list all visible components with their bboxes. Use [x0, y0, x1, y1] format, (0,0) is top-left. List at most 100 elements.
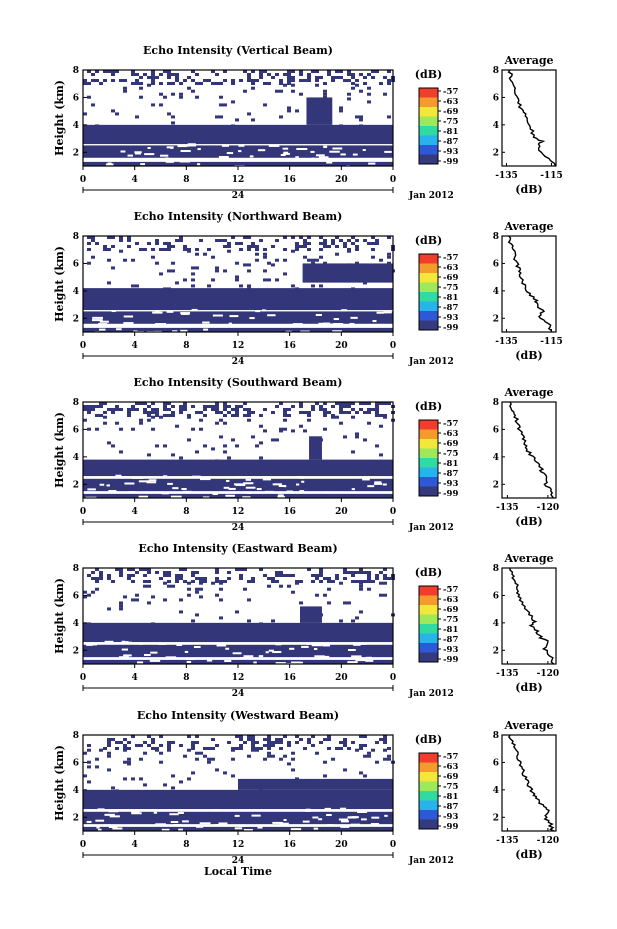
echo-cell: [315, 593, 319, 597]
profile-y-tick-label: 8: [493, 564, 499, 574]
echo-cell: [139, 418, 143, 422]
echo-cell: [331, 405, 335, 408]
echo-cell: [119, 408, 123, 411]
echo-cell: [323, 89, 327, 93]
echo-cell: [151, 411, 155, 414]
echo-cell: [191, 571, 195, 574]
echo-cell: [271, 741, 275, 744]
y-axis-label: Height (km): [53, 578, 66, 654]
x-tick-label: 16: [283, 341, 296, 351]
echo-cell: [143, 408, 147, 411]
heatmap-cells: [83, 735, 395, 832]
y-tick-label: 2: [73, 148, 79, 158]
echo-cell: [195, 450, 199, 454]
echo-cell: [135, 79, 139, 82]
echo-cell: [371, 580, 375, 583]
echo-cell: [299, 738, 303, 741]
y-tick-label: 6: [73, 758, 79, 768]
colorbar-tick-label: -63: [443, 595, 458, 605]
colorbar-tick-label: -75: [443, 782, 458, 792]
echo-cell: [139, 86, 143, 90]
echo-cell: [187, 748, 191, 752]
echo-cell: [147, 418, 151, 422]
echo-cell: [171, 414, 175, 417]
echo-gap: [121, 640, 126, 643]
echo-gap: [340, 807, 347, 810]
echo-cell: [279, 574, 283, 577]
echo-gap: [134, 152, 141, 155]
echo-cell: [175, 574, 179, 577]
echo-cell: [95, 405, 99, 408]
echo-gap: [277, 494, 281, 497]
echo-cell: [191, 405, 195, 408]
echo-cell: [343, 577, 347, 580]
colorbar-swatch: [419, 800, 438, 811]
echo-cell: [203, 414, 207, 417]
echo-gap: [360, 642, 367, 645]
echo-gap: [100, 497, 111, 500]
echo-cell: [207, 405, 211, 408]
echo-cell: [115, 421, 119, 425]
echo-cell: [339, 581, 343, 585]
echo-cell: [319, 568, 323, 571]
echo-cell: [383, 738, 387, 741]
echo-cell: [195, 613, 199, 617]
echo-cell: [323, 242, 327, 245]
colorbar-tick-label: -93: [443, 313, 458, 323]
echo-cell: [123, 747, 127, 750]
echo-cell: [351, 780, 355, 784]
colorbar-tick-label: -57: [443, 585, 458, 595]
echo-gap: [163, 475, 168, 478]
echo-cell: [363, 571, 367, 574]
echo-cell: [379, 453, 383, 457]
colorbar-swatch: [419, 791, 438, 801]
echo-cell: [139, 757, 143, 761]
colorbar-swatch: [419, 311, 438, 321]
echo-cell: [147, 580, 151, 583]
echo-cell: [175, 424, 179, 428]
echo-cell: [219, 581, 223, 585]
echo-cell: [123, 258, 127, 262]
echo-gap: [318, 818, 323, 821]
echo-cell: [263, 252, 267, 256]
colorbar: (dB)-57-63-69-75-81-87-93-99: [415, 68, 459, 167]
echo-cell: [311, 408, 315, 411]
x-tick-label: 20: [335, 840, 348, 850]
echo-gap: [169, 813, 179, 816]
echo-cell: [279, 82, 283, 85]
panel-2: Echo Intensity (Southward Beam)2468Heigh…: [53, 376, 559, 533]
echo-cell: [323, 408, 327, 411]
echo-cell: [87, 574, 91, 577]
echo-gap: [242, 496, 251, 499]
echo-cell: [215, 269, 219, 273]
echo-gap: [268, 144, 280, 147]
profile-y-tick-label: 4: [493, 287, 499, 297]
echo-cell: [279, 79, 283, 82]
echo-gap: [179, 160, 191, 163]
echo-cell: [111, 79, 115, 82]
echo-gap: [138, 495, 149, 498]
echo-cell: [327, 601, 331, 605]
echo-gap: [258, 655, 264, 658]
echo-cell: [323, 760, 327, 764]
echo-gap: [268, 649, 274, 652]
echo-cell: [347, 248, 351, 251]
echo-cell: [135, 744, 139, 747]
echo-gap: [187, 143, 196, 146]
echo-cell: [91, 408, 95, 411]
echo-gap: [224, 660, 232, 663]
echo-cell: [135, 242, 139, 245]
echo-gap: [108, 810, 119, 813]
echo-cell: [215, 459, 219, 463]
profile-line: [508, 734, 555, 832]
colorbar: (dB)-57-63-69-75-81-87-93-99: [415, 733, 459, 832]
echo-cell: [363, 82, 367, 85]
echo-cell: [291, 405, 295, 408]
echo-cell: [347, 92, 351, 96]
echo-cell: [111, 411, 115, 414]
echo-cell: [299, 79, 303, 82]
echo-cell: [339, 106, 343, 110]
echo-cell: [111, 408, 115, 411]
echo-cell: [343, 411, 347, 414]
echo-cell: [227, 571, 231, 574]
